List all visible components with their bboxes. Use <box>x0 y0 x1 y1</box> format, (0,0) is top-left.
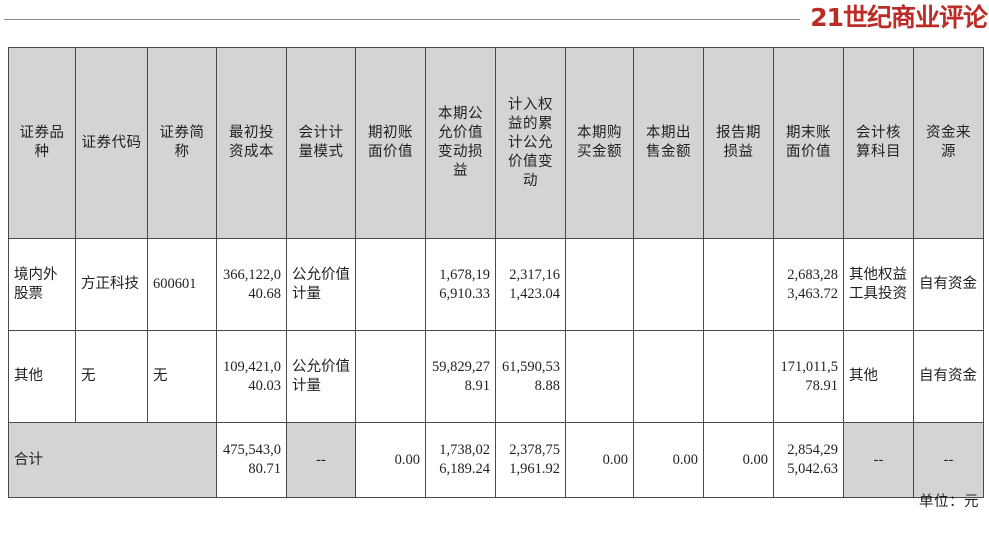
column-header-label: 证券简称 <box>159 125 205 160</box>
cell-initial-cost: 366,122,040.68 <box>216 238 287 331</box>
column-header-security-abbr: 证券简称 <box>147 47 217 239</box>
cell-total-opening-book-value: 0.00 <box>355 422 426 498</box>
securities-investment-table-container: 证券品种 证券代码 证券简称 最初投资成本 会计计量模式 期初账面价值 本期公允… <box>8 47 984 498</box>
securities-investment-table: 证券品种 证券代码 证券简称 最初投资成本 会计计量模式 期初账面价值 本期公允… <box>8 47 984 498</box>
column-header-label: 期末账面价值 <box>786 125 831 160</box>
cell-total-funding-source: -- <box>913 422 984 498</box>
cell-closing-book-value: 2,683,283,463.72 <box>773 238 844 331</box>
cell-security-type: 境内外股票 <box>8 238 76 331</box>
cell-opening-book-value <box>355 330 426 423</box>
cell-reporting-period-profit <box>703 330 774 423</box>
column-header-period-sale-amount: 本期出售金额 <box>633 47 704 239</box>
column-header-label: 本期出售金额 <box>646 125 691 160</box>
column-header-reporting-period-profit: 报告期损益 <box>703 47 774 239</box>
table-header-row: 证券品种 证券代码 证券简称 最初投资成本 会计计量模式 期初账面价值 本期公允… <box>8 47 984 239</box>
table-total-row: 合计 475,543,080.71 -- 0.00 1,738,026,189.… <box>8 422 984 498</box>
masthead: 21世纪商业评论 <box>0 0 989 36</box>
column-header-accounting-subject: 会计核算科目 <box>843 47 914 239</box>
cell-security-code: 无 <box>75 330 148 423</box>
cell-total-closing-book-value: 2,854,295,042.63 <box>773 422 844 498</box>
column-header-label: 本期购买金额 <box>577 125 622 160</box>
column-header-period-fair-value-change: 本期公允价值变动损益 <box>425 47 496 239</box>
column-header-closing-book-value: 期末账面价值 <box>773 47 844 239</box>
column-header-label: 本期公允价值变动损益 <box>438 106 483 179</box>
cell-period-fair-value-change: 59,829,278.91 <box>425 330 496 423</box>
publication-logo: 21世纪商业评论 <box>810 3 988 32</box>
cell-cumulative-equity-fair-value-change: 2,317,161,423.04 <box>495 238 566 331</box>
cell-initial-cost: 109,421,040.03 <box>216 330 287 423</box>
column-header-opening-book-value: 期初账面价值 <box>355 47 426 239</box>
column-header-label: 报告期损益 <box>716 125 761 160</box>
cell-security-type: 其他 <box>8 330 76 423</box>
table-row: 境内外股票 方正科技 600601 366,122,040.68 公允价值计量 … <box>8 238 984 331</box>
column-header-label: 会计核算科目 <box>856 125 901 160</box>
cell-total-accounting-subject: -- <box>843 422 914 498</box>
column-header-label: 期初账面价值 <box>368 125 413 160</box>
column-header-period-purchase-amount: 本期购买金额 <box>565 47 634 239</box>
cell-period-sale-amount <box>633 330 704 423</box>
cell-opening-book-value <box>355 238 426 331</box>
cell-total-accounting-measurement: -- <box>286 422 356 498</box>
cell-accounting-subject: 其他 <box>843 330 914 423</box>
cell-total-period-sale-amount: 0.00 <box>633 422 704 498</box>
cell-total-label: 合计 <box>8 422 217 498</box>
cell-total-period-fair-value-change: 1,738,026,189.24 <box>425 422 496 498</box>
cell-reporting-period-profit <box>703 238 774 331</box>
cell-security-code: 方正科技 <box>75 238 148 331</box>
table-row: 其他 无 无 109,421,040.03 公允价值计量 59,829,278.… <box>8 330 984 423</box>
cell-total-period-purchase-amount: 0.00 <box>565 422 634 498</box>
cell-total-initial-cost: 475,543,080.71 <box>216 422 287 498</box>
cell-period-fair-value-change: 1,678,196,910.33 <box>425 238 496 331</box>
cell-closing-book-value: 171,011,578.91 <box>773 330 844 423</box>
column-header-label: 资金来源 <box>926 125 971 160</box>
column-header-label: 证券代码 <box>81 134 142 151</box>
cell-period-purchase-amount <box>565 238 634 331</box>
column-header-funding-source: 资金来源 <box>913 47 984 239</box>
column-header-accounting-measurement: 会计计量模式 <box>286 47 356 239</box>
cell-period-purchase-amount <box>565 330 634 423</box>
cell-security-abbr: 无 <box>147 330 217 423</box>
cell-accounting-subject: 其他权益工具投资 <box>843 238 914 331</box>
column-header-label: 最初投资成本 <box>229 125 274 160</box>
cell-total-reporting-period-profit: 0.00 <box>703 422 774 498</box>
cell-accounting-measurement: 公允价值计量 <box>286 330 356 423</box>
cell-security-abbr: 600601 <box>147 238 217 331</box>
column-header-initial-cost: 最初投资成本 <box>216 47 287 239</box>
column-header-security-code: 证券代码 <box>75 47 148 239</box>
table-body: 境内外股票 方正科技 600601 366,122,040.68 公允价值计量 … <box>8 238 984 498</box>
cell-total-cumulative-equity-fair-value-change: 2,378,751,961.92 <box>495 422 566 498</box>
cell-accounting-measurement: 公允价值计量 <box>286 238 356 331</box>
column-header-cumulative-equity-fair-value-change: 计入权益的累计公允价值变动 <box>495 47 566 239</box>
table-header-row-group: 证券品种 证券代码 证券简称 最初投资成本 会计计量模式 期初账面价值 本期公允… <box>8 47 984 239</box>
cell-cumulative-equity-fair-value-change: 61,590,538.88 <box>495 330 566 423</box>
cell-period-sale-amount <box>633 238 704 331</box>
unit-note: 单位：元 <box>919 494 979 510</box>
masthead-divider-rule <box>4 18 801 20</box>
cell-funding-source: 自有资金 <box>913 330 984 423</box>
column-header-label: 计入权益的累计公允价值变动 <box>508 96 553 189</box>
column-header-label: 证券品种 <box>19 125 65 160</box>
cell-funding-source: 自有资金 <box>913 238 984 331</box>
column-header-label: 会计计量模式 <box>298 125 344 160</box>
column-header-security-type: 证券品种 <box>8 47 76 239</box>
